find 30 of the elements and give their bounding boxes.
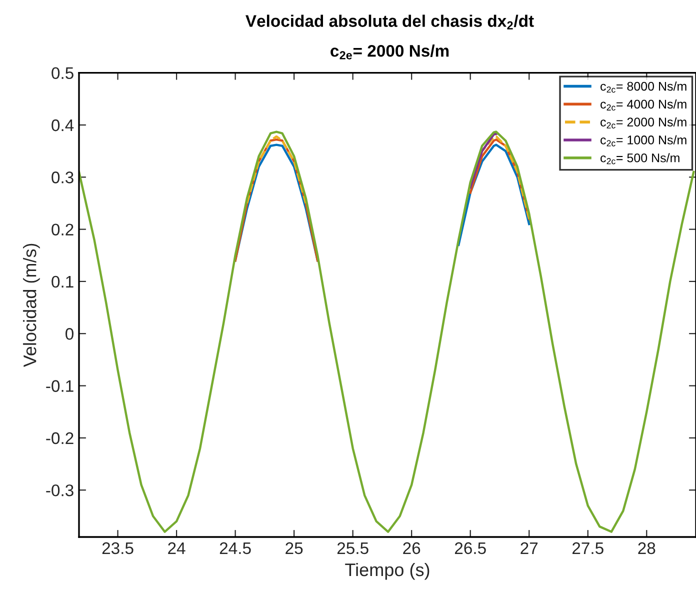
x-tick-label: 26	[403, 542, 420, 554]
x-tick-label: 24.5	[220, 542, 251, 554]
y-tick-label: -0.1	[46, 380, 74, 392]
legend-label: c$_{2c}$= 2000 Ns/m	[600, 117, 686, 128]
x-tick-label: 24	[168, 542, 186, 554]
y-tick-label: -0.3	[46, 484, 74, 496]
y-tick-label: 0.4	[52, 119, 74, 132]
x-tick-label: 28	[638, 542, 656, 554]
chart-title: Velocidad absoluta del chasis dx$_{2}$/dt	[246, 14, 534, 30]
legend-label: c$_{2c}$= 8000 Ns/m	[600, 82, 686, 93]
line-series	[78, 130, 695, 533]
legend-label: c$_{2c}$= 500 Ns/m	[600, 153, 680, 164]
y-tick-label: 0.1	[52, 276, 74, 288]
x-tick-label: 23.5	[102, 542, 134, 554]
x-tick-label: 25	[286, 542, 303, 554]
line-series	[469, 132, 498, 189]
x-axis-title: Tiempo (s)	[345, 562, 430, 580]
y-tick-label: 0.3	[52, 172, 74, 184]
legend-label: c$_{2c}$= 1000 Ns/m	[600, 135, 686, 146]
legend-label: c$_{2c}$= 4000 Ns/m	[600, 99, 686, 111]
y-tick-label: 0	[66, 328, 74, 340]
y-tick-label: -0.2	[46, 432, 74, 444]
x-tick-label: 27	[520, 542, 538, 554]
y-tick-label: 0.5	[52, 67, 74, 80]
chart-subtitle: c$_{2e}$= 2000 Ns/m	[330, 44, 449, 60]
x-tick-label: 26.5	[454, 542, 486, 554]
y-tick-label: 0.2	[52, 224, 74, 236]
x-tick-label: 27.5	[572, 542, 604, 554]
x-tick-label: 25.5	[337, 542, 368, 554]
y-axis-title: Velocidad (m/s)	[23, 244, 40, 368]
